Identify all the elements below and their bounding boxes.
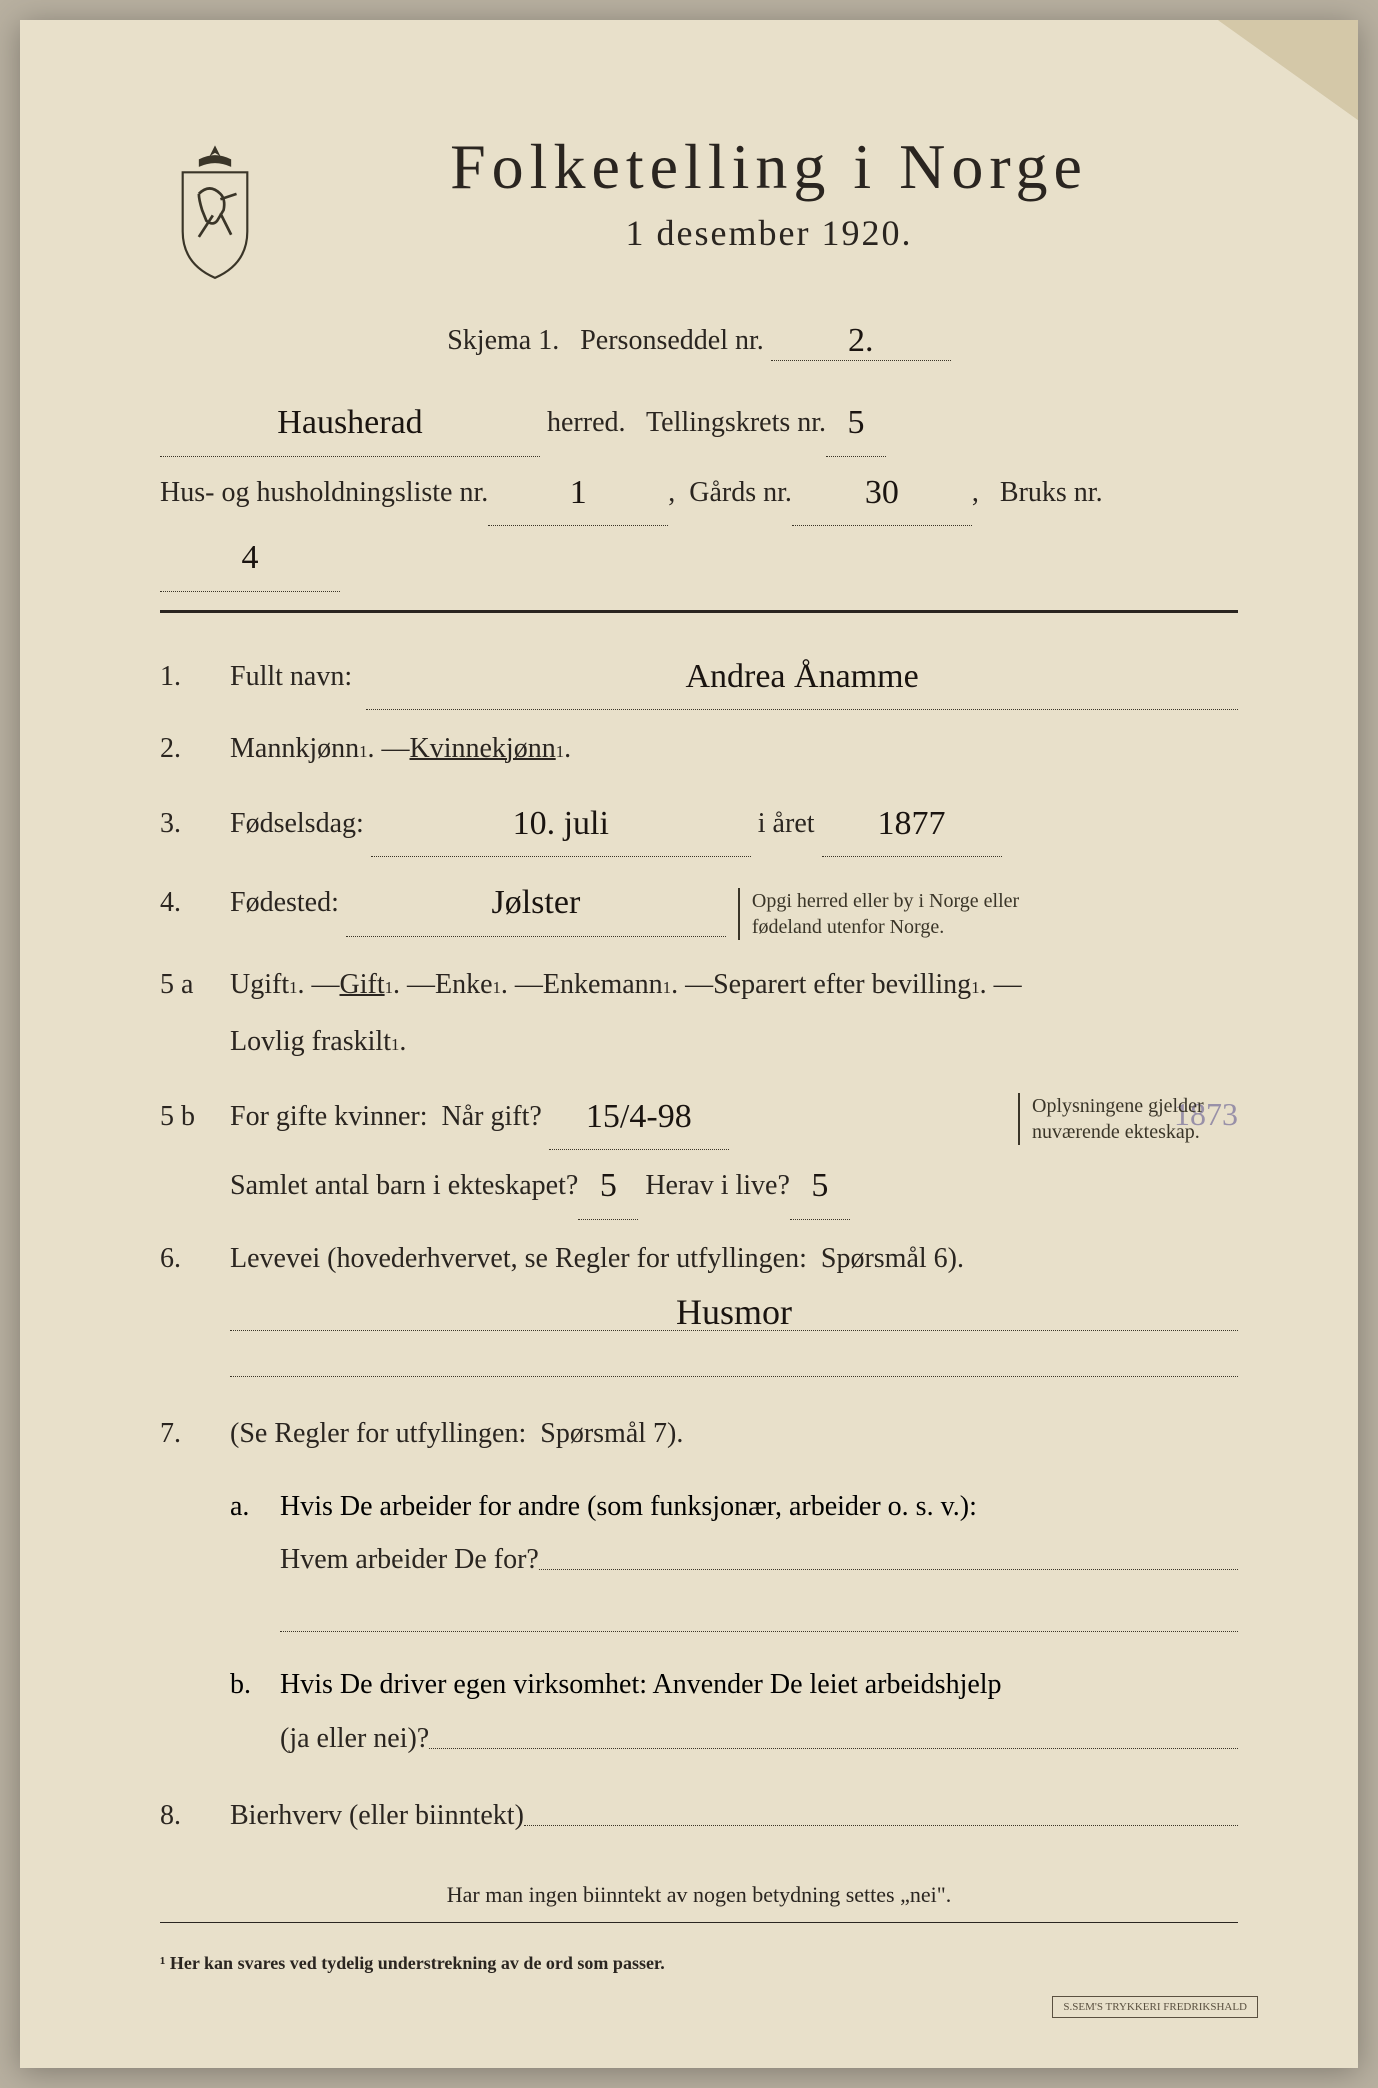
q5a-opt2: Gift — [340, 958, 385, 1011]
hushold-line: Hus- og husholdningsliste nr. 1 , Gårds … — [160, 459, 1238, 590]
q7-label: (Se Regler for utfyllingen: Spørsmål 7). — [230, 1407, 683, 1460]
q7a-blank — [280, 1592, 1238, 1632]
q4: 4. Fødested: Jølster Opgi herred eller b… — [160, 869, 1238, 944]
q3-year: 1877 — [822, 792, 1002, 858]
q2-male: Mannkjønn — [230, 722, 359, 775]
q5a-num: 5 a — [160, 958, 230, 1011]
q6-label: Levevei (hovederhvervet, se Regler for u… — [230, 1232, 964, 1285]
q7-num: 7. — [160, 1407, 230, 1460]
q5a-opt4: Enkemann — [543, 958, 663, 1011]
tellingskrets-nr: 5 — [826, 391, 886, 457]
q8-num: 8. — [160, 1789, 230, 1842]
gards-nr: 30 — [792, 461, 972, 527]
q2-sep: . — — [368, 722, 410, 775]
q7a-answer — [539, 1569, 1238, 1570]
tellingskrets-label: Tellingskrets nr. — [626, 396, 827, 449]
page-fold-corner — [1218, 20, 1358, 120]
q1-fullname: Andrea Ånamme — [366, 645, 1238, 711]
q5b-children-alive: 5 — [790, 1154, 850, 1220]
q3-label: Fødselsdag: — [230, 797, 364, 850]
form-title: Folketelling i Norge — [300, 130, 1238, 204]
herred-line: Hausherad herred. Tellingskrets nr. 5 — [160, 389, 1238, 455]
q5b-marriage-date: 15/4-98 — [549, 1085, 729, 1151]
herred-label: herred. — [540, 396, 626, 449]
q5a-opt6: Lovlig fraskilt — [230, 1015, 391, 1068]
q5b-label1: For gifte kvinner: Når gift? — [230, 1090, 542, 1143]
q7b-letter: b. — [230, 1669, 280, 1701]
q6-num: 6. — [160, 1232, 230, 1285]
q1-num: 1. — [160, 650, 230, 703]
q2-sup1: 1 — [359, 736, 367, 768]
census-form-page: Folketelling i Norge 1 desember 1920. Sk… — [20, 20, 1358, 2068]
q5a-opt5: Separert efter bevilling — [713, 958, 971, 1011]
form-header: Folketelling i Norge 1 desember 1920. — [160, 110, 1238, 280]
herred-name: Hausherad — [160, 391, 540, 457]
divider — [160, 610, 1238, 613]
gards-label: , Gårds nr. — [668, 466, 792, 519]
q7a: a. Hvis De arbeider for andre (som funks… — [160, 1480, 1238, 1638]
q7b-answer — [429, 1748, 1238, 1749]
q1-label: Fullt navn: — [230, 650, 352, 703]
q8: 8. Bierhverv (eller biinntekt) — [160, 1789, 1238, 1842]
hushold-label: Hus- og husholdningsliste nr. — [160, 466, 488, 519]
q2-num: 2. — [160, 722, 230, 775]
q5a-opt3: Enke — [435, 958, 493, 1011]
q5b-label2: Samlet antal barn i ekteskapet? — [230, 1159, 578, 1212]
personseddel-nr: 2. — [771, 322, 951, 361]
q8-answer — [524, 1825, 1238, 1826]
q4-label: Fødested: — [230, 876, 339, 929]
q6-blank — [230, 1337, 1238, 1377]
q3-day: 10. juli — [371, 792, 751, 858]
form-meta-line1: Skjema 1. Personseddel nr. 2. — [160, 320, 1238, 359]
q1: 1. Fullt navn: Andrea Ånamme — [160, 643, 1238, 709]
bruks-nr: 4 — [160, 526, 340, 592]
q7b-label2: (ja eller nei)? — [280, 1712, 429, 1765]
title-block: Folketelling i Norge 1 desember 1920. — [300, 110, 1238, 254]
q7b: b. Hvis De driver egen virksomhet: Anven… — [160, 1658, 1238, 1768]
q7b-label: Hvis De driver egen virksomhet: Anvender… — [280, 1658, 1238, 1711]
q7a-label2: Hvem arbeider De for? — [280, 1533, 539, 1586]
q4-birthplace: Jølster — [346, 871, 726, 937]
q7a-label: Hvis De arbeider for andre (som funksjon… — [280, 1480, 1238, 1533]
q5b-num: 5 b — [160, 1090, 230, 1143]
q5a-opt1: Ugift — [230, 958, 289, 1011]
q3-num: 3. — [160, 797, 230, 850]
q5a: 5 a Ugift1. — Gift1. — Enke1. — Enkemann… — [160, 958, 1238, 1068]
q5b-children-total: 5 — [578, 1154, 638, 1220]
q8-label: Bierhverv (eller biinntekt) — [230, 1789, 524, 1842]
skjema-label: Skjema 1. Personseddel nr. — [447, 325, 764, 356]
q5b: 5 b For gifte kvinner: Når gift? 15/4-98… — [160, 1083, 1238, 1218]
q4-num: 4. — [160, 876, 230, 929]
q4-note: Opgi herred eller by i Norge eller fødel… — [738, 888, 1058, 940]
q5b-label3: Herav i live? — [645, 1159, 790, 1212]
q6: 6. Levevei (hovederhvervet, se Regler fo… — [160, 1232, 1238, 1377]
form-date: 1 desember 1920. — [300, 212, 1238, 254]
footer-note2: ¹ Her kan svares ved tydelig understrekn… — [160, 1953, 1238, 1974]
q3: 3. Fødselsdag: 10. juli i året 1877 — [160, 790, 1238, 856]
q5b-note: Oplysningene gjelder nuværende ekteskap. — [1018, 1093, 1238, 1145]
footer-rule — [160, 1922, 1238, 1923]
bruks-label: , Bruks nr. — [972, 466, 1103, 519]
q2: 2. Mannkjønn1 . — Kvinnekjønn1. — [160, 722, 1238, 775]
q2-sup2: 1 — [556, 736, 564, 768]
q6-occupation: Husmor — [230, 1291, 1238, 1331]
q3-mid: i året — [758, 797, 815, 850]
q7a-letter: a. — [230, 1491, 280, 1523]
q2-female: Kvinnekjønn — [410, 722, 556, 775]
hushold-nr: 1 — [488, 461, 668, 527]
printer-stamp: S.SEM'S TRYKKERI FREDRIKSHALD — [1052, 1996, 1258, 2018]
q7: 7. (Se Regler for utfyllingen: Spørsmål … — [160, 1407, 1238, 1769]
footer-note1: Har man ingen biinntekt av nogen betydni… — [160, 1882, 1238, 1908]
coat-of-arms-icon — [160, 140, 270, 280]
